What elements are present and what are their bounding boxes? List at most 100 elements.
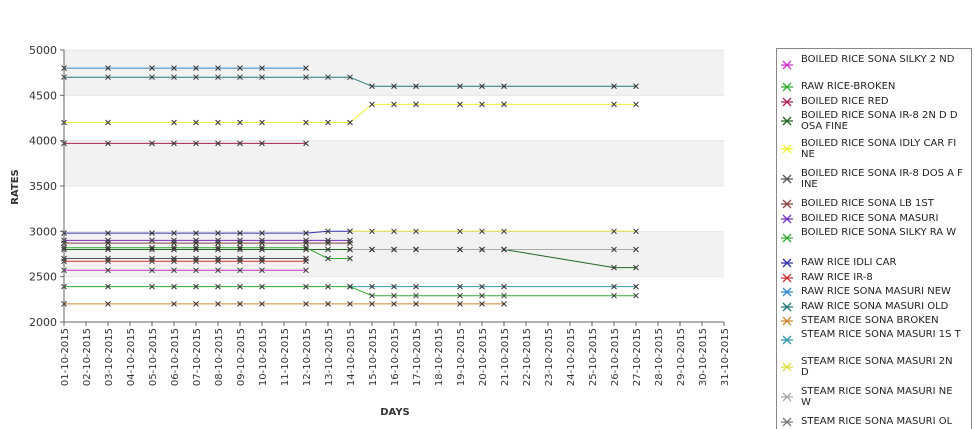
x-tick-label: 18-10-2015 [434, 328, 445, 386]
data-point [237, 237, 243, 244]
x-tick-label: 15-10-2015 [368, 328, 379, 386]
data-point [303, 119, 309, 126]
data-point [215, 65, 221, 71]
data-point [457, 101, 463, 108]
data-point [325, 74, 331, 81]
data-point [193, 65, 199, 71]
data-point [479, 283, 485, 290]
x-tick-label: 01-10-2015 [60, 328, 71, 386]
data-point [149, 140, 155, 147]
legend-label: BOILED RICE SONA SILKY RA W [801, 227, 957, 238]
data-point [413, 283, 419, 290]
data-point [259, 283, 265, 290]
data-point [237, 140, 243, 147]
legend-label: BOILED RICE SONA LB 1ST [801, 198, 934, 209]
y-tick-label: 4500 [29, 89, 57, 102]
legend-marker [781, 258, 793, 268]
data-point [105, 237, 111, 244]
data-point [259, 74, 265, 81]
x-tick-label: 05-10-2015 [148, 328, 159, 386]
data-point [259, 230, 265, 237]
legend-label: RAW RICE SONA MASURI OLD [801, 301, 949, 312]
data-point [391, 301, 397, 307]
data-point [303, 267, 309, 274]
data-point [501, 228, 507, 235]
data-point [237, 74, 243, 81]
data-point [479, 228, 485, 235]
data-point [171, 283, 177, 290]
data-point [347, 237, 353, 244]
data-point [105, 65, 111, 71]
legend-marker [781, 335, 793, 345]
data-point [347, 119, 353, 126]
data-point [611, 292, 617, 299]
data-point [215, 244, 221, 251]
data-point [325, 255, 331, 262]
data-point [259, 140, 265, 147]
data-point [193, 301, 199, 307]
data-point [633, 228, 639, 235]
data-point [369, 101, 375, 108]
data-point [413, 101, 419, 108]
data-point [105, 244, 111, 251]
data-point [391, 283, 397, 290]
x-tick-label: 03-10-2015 [104, 328, 115, 386]
data-point [193, 244, 199, 251]
data-point [413, 228, 419, 235]
legend: BOILED RICE SONA SILKY 2 ND RAW RICE-BRO… [776, 48, 972, 429]
data-point [501, 301, 507, 307]
data-point [215, 237, 221, 244]
data-point [215, 258, 221, 265]
series-markers [61, 65, 639, 307]
legend-label: BOILED RICE SONA IDLY CAR FINE [801, 138, 957, 160]
data-point [457, 301, 463, 307]
legend-label: BOILED RICE RED [801, 96, 889, 107]
x-tick-label: 12-10-2015 [302, 328, 313, 386]
data-point [391, 83, 397, 90]
data-point [105, 267, 111, 274]
data-point [413, 246, 419, 253]
x-tick-label: 30-10-2015 [698, 328, 709, 386]
legend-label: RAW RICE IR-8 [801, 272, 873, 283]
data-point [215, 283, 221, 290]
legend-label: BOILED RICE SONA IR-8 DOS A FINE [801, 168, 963, 190]
data-point [369, 301, 375, 307]
data-point [171, 74, 177, 81]
data-point [303, 258, 309, 265]
data-point [325, 301, 331, 307]
grid-band [64, 140, 724, 186]
data-point [193, 267, 199, 274]
data-point [633, 101, 639, 108]
x-tick-labels: 01-10-2015 02-10-2015 03-10-2015 04-10-2015… [60, 322, 731, 386]
data-point [633, 292, 639, 299]
x-tick-label: 22-10-2015 [522, 328, 533, 386]
x-tick-label: 29-10-2015 [676, 328, 687, 386]
data-point [215, 301, 221, 307]
data-point [149, 258, 155, 265]
series-line-4 [64, 103, 636, 123]
data-point [193, 258, 199, 265]
legend-label: BOILED RICE SONA IR-8 2N D DOSA FINE [801, 110, 958, 132]
y-tick-label: 3000 [29, 225, 57, 238]
legend-marker [781, 316, 793, 326]
data-point [457, 292, 463, 299]
data-point [633, 283, 639, 290]
x-tick-label: 26-10-2015 [610, 328, 621, 386]
data-point [611, 83, 617, 90]
data-point [347, 283, 353, 290]
data-point [479, 301, 485, 307]
data-point [237, 244, 243, 251]
data-point [171, 119, 177, 126]
data-point [259, 244, 265, 251]
data-point [171, 140, 177, 147]
x-tick-label: 06-10-2015 [170, 328, 181, 386]
data-point [149, 74, 155, 81]
data-point [303, 283, 309, 290]
data-point [105, 74, 111, 81]
data-point [479, 101, 485, 108]
data-point [237, 246, 243, 253]
data-point [347, 246, 353, 253]
data-point [501, 292, 507, 299]
data-point [149, 267, 155, 274]
data-point [215, 119, 221, 126]
